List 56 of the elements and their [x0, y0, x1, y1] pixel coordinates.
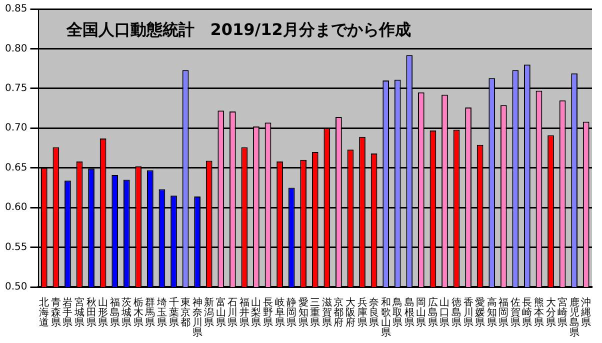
y-tick-label: 0.50 [5, 282, 28, 293]
y-tick-label: 0.65 [5, 162, 28, 174]
x-tick-label: 富山県 [216, 296, 226, 329]
x-tick-label: 神奈川県 [192, 296, 202, 339]
x-tick-label: 福岡県 [498, 296, 509, 329]
x-tick-label: 京都府 [334, 296, 344, 329]
x-tick-label: 山口県 [440, 296, 450, 329]
x-tick-label: 佐賀県 [510, 298, 520, 329]
x-tick-label: 和歌山県 [380, 296, 391, 339]
x-tick-label: 愛知県 [298, 296, 308, 329]
x-tick-label: 宮城県 [74, 296, 84, 329]
x-tick-label: 青森県 [50, 296, 61, 329]
y-tick-label: 0.70 [5, 122, 28, 134]
x-tick-label: 宮崎県 [558, 296, 568, 329]
x-tick-label: 徳島県 [452, 298, 462, 329]
x-tick-label: 長野県 [263, 298, 274, 329]
x-tick-label: 奈良県 [369, 298, 380, 329]
x-tick-label: 静岡県 [286, 296, 297, 329]
x-tick-label: 岡山県 [416, 298, 426, 329]
x-tick-label: 埼玉県 [156, 296, 167, 329]
x-tick-label: 群馬県 [144, 296, 156, 329]
x-tick-label: 長崎県 [522, 298, 532, 329]
x-tick-label: 石川県 [228, 298, 238, 329]
x-tick-label: 大分県 [546, 296, 556, 329]
x-tick-label: 茨城県 [120, 296, 132, 329]
x-tick-label: 滋賀県 [322, 296, 332, 329]
x-tick-label: 三重県 [310, 298, 320, 329]
x-tick-label: 新潟県 [204, 296, 214, 329]
x-tick-label: 福井県 [239, 296, 250, 329]
x-tick-label: 岐阜県 [274, 296, 285, 329]
x-tick-label: 山梨県 [251, 296, 262, 329]
x-tick-label: 沖縄県 [580, 296, 592, 329]
x-tick-label: 香川県 [463, 296, 474, 329]
x-tick-label: 鹿児島県 [569, 296, 580, 339]
x-tick-label: 東京都 [180, 296, 191, 329]
x-tick-label: 鳥取県 [392, 296, 403, 329]
x-tick-label: 大阪府 [345, 296, 356, 329]
x-tick-label: 秋田県 [86, 296, 96, 329]
x-tick-label: 福島県 [110, 296, 120, 329]
x-tick-label: 栃木県 [133, 296, 144, 329]
x-tick-label: 千葉県 [168, 296, 179, 329]
x-tick-label: 愛媛県 [475, 296, 486, 329]
x-tick-label: 兵庫県 [357, 296, 368, 329]
x-tick-label: 北海道 [39, 296, 50, 329]
y-tick-label: 0.75 [5, 83, 28, 94]
x-tick-label: 岩手県 [62, 296, 73, 329]
y-tick-label: 0.55 [5, 242, 28, 253]
x-tick-label: 山形県 [98, 296, 108, 329]
x-tick-label: 広島県 [428, 296, 438, 329]
x-tick-label: 熊本県 [534, 296, 544, 329]
y-tick-label: 0.80 [5, 43, 28, 54]
x-tick-label: 高知県 [486, 296, 497, 329]
y-tick-label: 0.60 [5, 202, 28, 214]
text: 全国人口動態統計 2019/12月分までから作成 [65, 20, 411, 40]
x-tick-label: 島根県 [404, 296, 414, 329]
y-tick-label: 0.85 [5, 4, 28, 15]
